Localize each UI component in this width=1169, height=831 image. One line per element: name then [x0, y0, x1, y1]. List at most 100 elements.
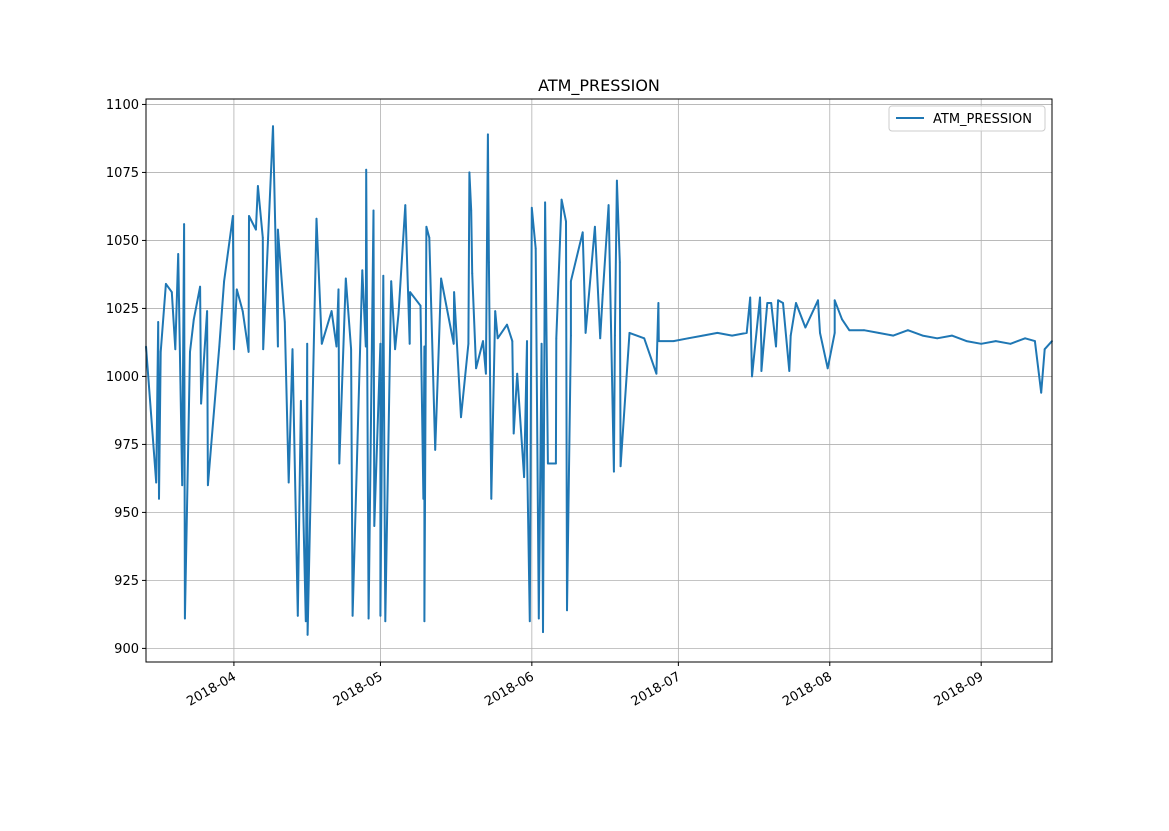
data-point — [306, 342, 309, 345]
data-point — [452, 342, 455, 345]
data-point — [422, 497, 425, 500]
data-point — [716, 332, 719, 334]
data-point — [496, 337, 499, 340]
data-point — [526, 340, 528, 342]
data-point — [384, 620, 387, 623]
data-point — [788, 370, 791, 372]
data-point — [440, 277, 442, 280]
data-point — [751, 375, 753, 378]
data-point — [833, 299, 836, 302]
data-point — [516, 372, 519, 375]
data-point — [423, 620, 426, 623]
data-point — [283, 321, 286, 323]
data-point — [233, 348, 235, 351]
y-axis: 900 925 950 975 1000 1025 1050 1075 1100 — [106, 98, 146, 657]
data-point — [506, 323, 508, 326]
data-point — [657, 302, 660, 304]
data-point — [1040, 391, 1043, 394]
data-point — [247, 351, 250, 353]
data-point — [277, 228, 279, 231]
y-tick-label: 1100 — [106, 98, 139, 113]
data-point — [566, 609, 568, 612]
data-point — [200, 402, 203, 405]
data-point — [759, 296, 761, 299]
data-point — [795, 302, 797, 304]
data-point — [618, 261, 621, 264]
data-point — [335, 345, 338, 348]
data-point — [841, 318, 843, 321]
data-point — [657, 340, 660, 342]
y-tick-label: 925 — [114, 574, 139, 589]
data-point — [537, 617, 540, 620]
data-point — [488, 261, 490, 264]
data-point — [494, 310, 497, 312]
data-point — [382, 274, 385, 277]
data-point — [936, 337, 939, 340]
data-point — [826, 367, 829, 370]
data-point — [770, 302, 773, 304]
data-point — [428, 236, 431, 239]
data-point — [207, 484, 209, 487]
data-point — [192, 318, 195, 321]
data-point — [419, 304, 422, 307]
data-point — [687, 337, 689, 340]
data-point — [789, 334, 792, 337]
data-point — [534, 247, 537, 250]
data-point — [965, 340, 968, 342]
data-point — [183, 223, 186, 226]
data-point — [594, 225, 596, 228]
data-point — [760, 348, 763, 351]
data-point — [350, 348, 352, 351]
data-point — [189, 351, 191, 353]
data-point — [248, 215, 250, 217]
data-point — [601, 293, 604, 296]
data-point — [542, 631, 544, 633]
data-point — [581, 231, 584, 234]
data-point — [760, 370, 763, 372]
data-point — [181, 484, 184, 487]
data-point — [777, 299, 779, 302]
data-point — [863, 329, 865, 332]
data-point — [218, 345, 221, 348]
data-point — [257, 185, 259, 187]
data-point — [408, 342, 411, 345]
legend: ATM_PRESSION — [888, 105, 1046, 132]
data-point — [373, 525, 376, 527]
y-tick-label: 1075 — [106, 166, 139, 181]
data-point — [423, 345, 426, 348]
data-point — [470, 209, 473, 212]
axes-frame — [145, 98, 1053, 663]
data-point — [523, 476, 525, 478]
data-point — [158, 497, 160, 500]
data-point — [731, 334, 733, 337]
data-point — [291, 348, 294, 351]
data-point — [379, 342, 382, 345]
data-point — [817, 299, 819, 302]
data-point — [819, 332, 821, 334]
data-point — [560, 198, 563, 201]
data-point — [397, 313, 400, 315]
data-point — [565, 220, 567, 223]
data-point — [745, 332, 748, 334]
data-point — [555, 337, 558, 340]
legend-label: ATM_PRESSION — [933, 112, 1032, 127]
data-point — [485, 372, 487, 375]
data-point — [337, 288, 340, 291]
data-point — [526, 449, 528, 451]
data-point — [643, 337, 646, 340]
data-point — [511, 340, 514, 342]
data-point — [425, 225, 428, 228]
data-point — [471, 272, 474, 274]
data-point — [782, 302, 784, 304]
data-point — [300, 400, 302, 402]
data-point — [367, 617, 370, 620]
data-point — [390, 280, 393, 283]
data-point — [438, 340, 440, 342]
data-point — [344, 277, 347, 280]
y-tick-label: 975 — [114, 438, 139, 453]
data-point — [877, 332, 880, 334]
data-point — [775, 345, 777, 348]
data-point — [540, 342, 543, 345]
plot-area — [145, 125, 1053, 636]
